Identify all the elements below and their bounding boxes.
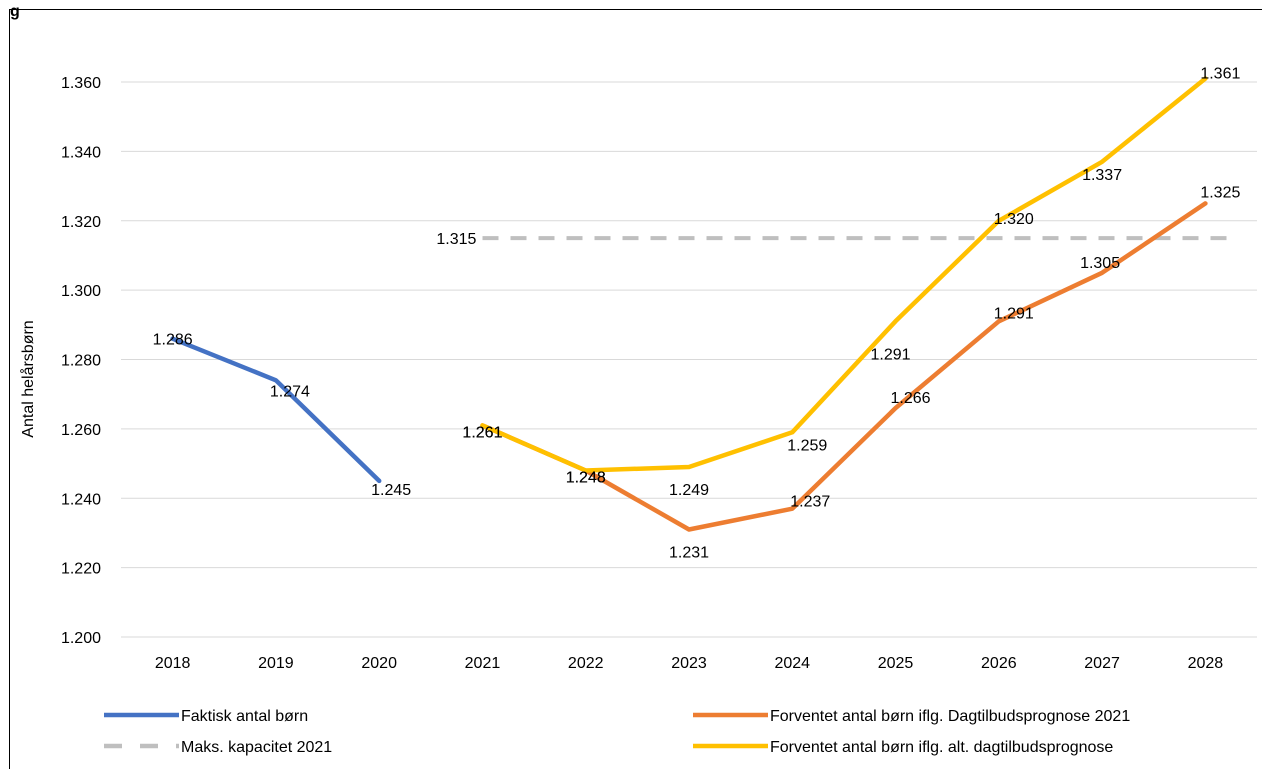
legend-label: Maks. kapacitet 2021 (181, 739, 332, 756)
series-line-forventet-antal-børn-iflg-dagtilbudsprognose-2021 (480, 201, 1208, 532)
data-label: 1.261 (462, 424, 502, 441)
chart-frame: g (9, 3, 1262, 769)
series-line-faktisk-antal-børn (170, 336, 382, 484)
y-tick-label: 1.340 (61, 144, 101, 161)
y-axis-label: Antal helårsbørn (19, 320, 37, 437)
x-tick-label: 2025 (878, 655, 914, 672)
x-tick-label: 2021 (465, 655, 501, 672)
legend-label: Forventet antal børn iflg. alt. dagtilbu… (770, 739, 1113, 756)
y-tick-label: 1.220 (61, 561, 101, 578)
x-axis-tick-labels: 2018 2019 2020 2021 2022 2023 2024 2025 2026 2027… (155, 655, 1223, 672)
data-label: 1.248 (566, 470, 606, 487)
series-line-forventet-antal-børn-iflg-alt-dagtilbudsprognose (480, 76, 1208, 473)
data-label: 1.305 (1080, 255, 1120, 272)
y-tick-label: 1.360 (61, 75, 101, 92)
series-lines (170, 76, 1237, 532)
gridlines (121, 81, 1257, 638)
data-label: 1.245 (371, 482, 411, 499)
data-label: 1.231 (669, 544, 709, 561)
data-label: 1.337 (1082, 167, 1122, 184)
x-tick-label: 2028 (1188, 655, 1224, 672)
data-label: 1.291 (871, 346, 911, 363)
y-tick-label: 1.260 (61, 422, 101, 439)
data-labels: 1.286 1.274 1.245 1.315 1.261 1.248 1.231 1.237… (153, 66, 1241, 562)
legend: Faktisk antal børn Maks. kapacitet 2021 Fo… (104, 708, 1130, 756)
x-tick-label: 2022 (568, 655, 604, 672)
x-tick-label: 2018 (155, 655, 191, 672)
y-tick-label: 1.280 (61, 353, 101, 370)
x-tick-label: 2026 (981, 655, 1017, 672)
legend-label: Forventet antal børn iflg. Dagtilbudspro… (770, 708, 1130, 725)
y-tick-label: 1.240 (61, 491, 101, 508)
data-label: 1.237 (790, 494, 830, 511)
data-label: 1.274 (270, 383, 310, 400)
data-label: 1.259 (787, 437, 827, 454)
data-label: 1.249 (669, 482, 709, 499)
data-label: 1.320 (994, 211, 1034, 228)
data-label: 1.248 (566, 470, 606, 487)
x-tick-label: 2027 (1084, 655, 1120, 672)
chart-title-fragment: g (10, 3, 20, 20)
data-label: 1.266 (891, 390, 931, 407)
data-label: 1.325 (1200, 184, 1240, 201)
data-label: 1.286 (153, 332, 193, 349)
x-tick-label: 2024 (774, 655, 810, 672)
data-label: 1.361 (1200, 66, 1240, 83)
data-label: 1.261 (462, 424, 502, 441)
data-label: 1.291 (994, 305, 1034, 322)
data-label: 1.315 (436, 231, 476, 248)
x-tick-label: 2020 (361, 655, 397, 672)
y-tick-label: 1.200 (61, 630, 101, 647)
y-tick-label: 1.300 (61, 283, 101, 300)
x-tick-label: 2019 (258, 655, 294, 672)
y-tick-label: 1.320 (61, 214, 101, 231)
legend-label: Faktisk antal børn (181, 708, 308, 725)
x-tick-label: 2023 (671, 655, 707, 672)
y-axis-tick-labels: 1.200 1.220 1.240 1.260 1.280 1.300 1.320 1.340… (61, 75, 101, 647)
